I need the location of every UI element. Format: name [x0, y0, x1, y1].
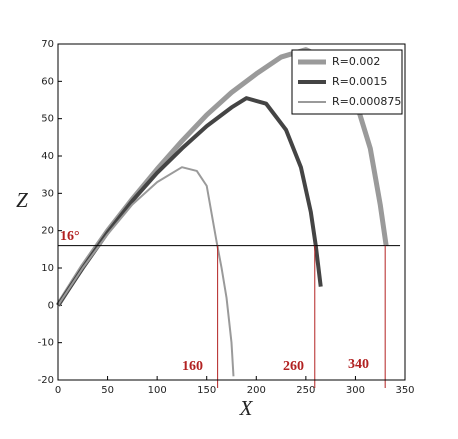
y-tick-label: 70 — [41, 39, 54, 50]
x-tick-label: 200 — [247, 385, 266, 396]
y-tick-label: 40 — [41, 151, 54, 162]
legend-label: R=0.000875 — [332, 95, 401, 108]
series-line — [56, 96, 323, 307]
y-tick-label: 50 — [41, 114, 54, 125]
y-axis-label: Z — [16, 188, 28, 212]
annotation: 340 — [348, 357, 369, 372]
x-tick-label: 50 — [101, 385, 114, 396]
x-tick-label: 0 — [55, 385, 61, 396]
x-axis-label: X — [239, 396, 254, 420]
legend-label: R=0.002 — [332, 55, 380, 68]
annotation: 260 — [283, 359, 304, 374]
x-tick-label: 100 — [148, 385, 167, 396]
x-tick-label: 250 — [296, 385, 315, 396]
x-tick-label: 150 — [197, 385, 216, 396]
annotation: 16° — [60, 229, 80, 244]
y-tick-label: 10 — [41, 263, 54, 274]
x-tick-label: 300 — [346, 385, 365, 396]
y-tick-label: 0 — [48, 300, 54, 311]
legend-label: R=0.0015 — [332, 75, 387, 88]
y-tick-label: 30 — [41, 188, 54, 199]
annotation: 160 — [182, 359, 203, 374]
series-line — [57, 166, 235, 377]
x-tick-label: 350 — [395, 385, 414, 396]
y-tick-label: 20 — [41, 226, 54, 237]
y-tick-label: -20 — [38, 375, 54, 386]
y-tick-label: -10 — [38, 338, 54, 349]
plot-frame — [57, 43, 406, 381]
y-tick-label: 60 — [41, 76, 54, 87]
